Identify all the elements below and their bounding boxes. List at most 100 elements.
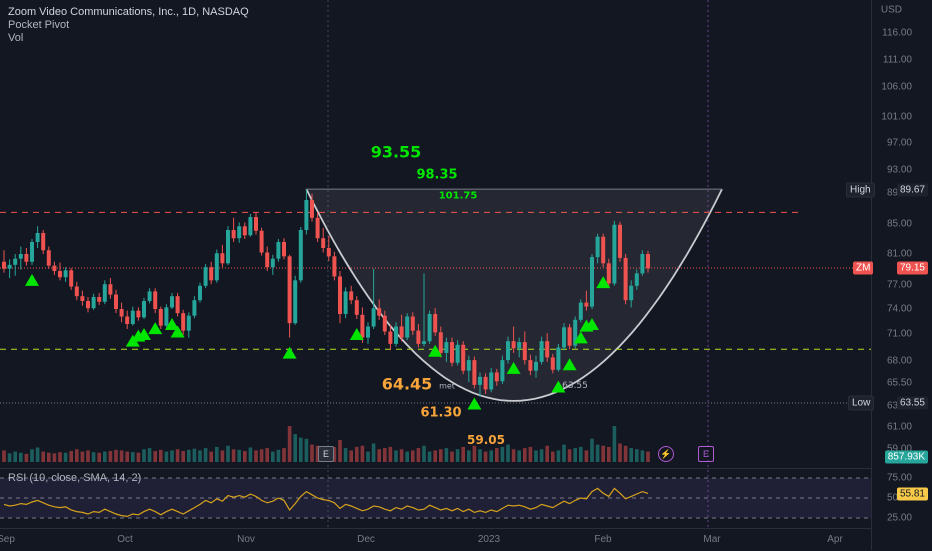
volume-bar [125,451,129,462]
candle-body [102,284,107,302]
candle-body [63,270,68,278]
candle-body [80,296,85,301]
volume-bar [299,437,303,462]
volume-bar [170,450,174,462]
candle-body [427,314,432,342]
rsi-panel[interactable] [0,468,872,529]
candle-body [343,291,348,314]
volume-bar [80,451,85,462]
pocket-pivot-arrow [282,346,297,359]
pocket-pivot-arrow [170,325,185,338]
volume-bar [159,449,163,462]
candle-body [545,341,550,358]
volume-bar [147,448,152,462]
volume-bar [506,444,510,462]
volume-bar [192,448,197,462]
candle-body [114,294,118,309]
volume-bar [52,453,57,462]
annotation-63-55: 63.55 [562,381,588,391]
candle-body [494,372,499,382]
candle-body [595,236,600,258]
volume-bar [215,446,219,462]
time-tick: Mar [703,534,721,545]
volume-bar [97,452,101,462]
volume-bar [198,450,202,462]
volume-bar [142,449,146,462]
pocket-pivot-arrow [148,322,163,335]
volume-bar [131,452,135,462]
volume-bar [47,452,51,462]
volume-bar [556,450,561,462]
volume-bar [534,450,538,462]
candle-body [539,341,544,362]
pocket-pivot-arrow [428,344,443,357]
candle-body [130,310,135,324]
volume-bar [209,451,213,462]
volume-bar [203,448,208,462]
rsi-label[interactable]: RSI (10, close, SMA, 14, 2) [8,472,142,484]
candle-body [483,376,488,390]
volume-bar [388,446,393,462]
volume-bar [136,452,141,462]
candle-body [416,330,421,344]
time-axis[interactable] [0,528,872,551]
volume-bar [355,446,359,462]
pocket-pivot-arrow [562,358,577,371]
high-value: 89.67 [896,183,928,197]
candle-body [198,285,202,301]
candle-body [438,332,443,353]
candle-body [24,254,29,262]
candle-body [125,316,130,324]
volume-bar [551,451,555,462]
candle-body [248,217,253,236]
volume-bar [63,452,68,462]
volume-bar [153,450,157,462]
volume-bar [399,449,404,462]
annotation-61-30: 61.30 [420,405,462,421]
candle-body [203,267,208,286]
volume-bar [528,446,533,462]
pocket-pivot-arrow [551,380,566,393]
high-label: High [846,182,875,198]
volume-bar [607,446,611,462]
candle-body [287,256,292,324]
rsi-value: 55.81 [896,487,928,501]
candle-body [282,242,286,257]
candle-body [69,270,74,287]
volume-bar [371,443,376,462]
upcoming-earnings-icon[interactable]: E [698,446,714,462]
dividend-flash-icon[interactable]: ⚡ [658,446,674,462]
candle-body [7,264,12,269]
earnings-event-icon[interactable]: E [318,446,334,462]
price-tick: 85.00 [886,218,912,230]
price-tick: 116.00 [882,27,912,39]
price-tick: 97.00 [886,137,912,149]
volume-bar [411,450,415,462]
candle-body [315,217,320,239]
candle-body [108,284,113,295]
volume-bar [444,448,449,462]
annotation-59-05: 59.05 [467,433,505,447]
volume-bar [489,450,493,462]
indicator-volume-label[interactable]: Vol [8,32,24,44]
price-axis[interactable]: USD 116.00 111.00 106.00 101.00 97.00 93.00 89… [871,0,932,550]
volume-bar [377,449,381,462]
candle-body [522,342,527,361]
price-tick: 106.00 [881,81,912,93]
volume-bar [360,445,365,462]
candle-body [382,315,387,332]
pocket-pivot-arrow [467,397,482,410]
candle-body [444,342,449,353]
pocket-pivot-arrow [25,273,39,286]
volume-bar [7,453,12,462]
volume-bar [276,449,281,462]
symbol-title: Zoom Video Communications, Inc., 1D, NAS… [8,6,249,18]
indicator-pocket-pivot-label[interactable]: Pocket Pivot [8,19,70,31]
candle-body [618,224,622,258]
price-tick: 59.00 [886,443,912,455]
volume-bar [405,451,409,462]
volume-bar [103,451,107,462]
volume-bar [231,449,236,462]
volume-bar [75,449,79,462]
